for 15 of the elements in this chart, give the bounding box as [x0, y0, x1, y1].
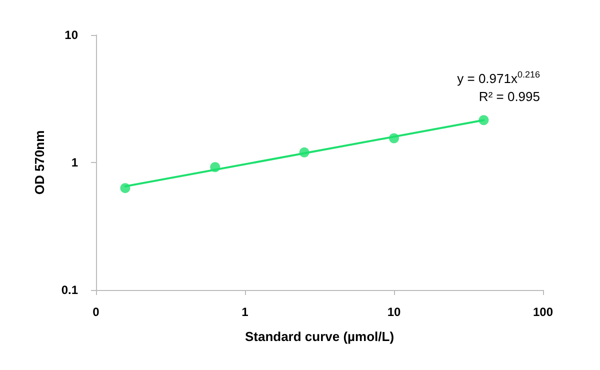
- point: [120, 183, 130, 194]
- y-tick-label: 10: [64, 28, 78, 42]
- point: [478, 115, 489, 126]
- x-tick-label: 0: [92, 305, 100, 319]
- point: [210, 162, 220, 172]
- x-axis-title: Standard curve (µmol/L): [244, 329, 394, 344]
- y-axis-title: OD 570nm: [32, 130, 47, 195]
- point: [389, 133, 399, 144]
- y-tick-label: 1: [71, 156, 78, 170]
- x-tick-label: 10: [387, 305, 401, 319]
- annotation: R² = 0.995: [478, 89, 540, 104]
- y-tick-label: 0.1: [61, 283, 78, 297]
- x-tick-label: 1: [242, 305, 249, 319]
- x-tick-label: 100: [532, 305, 554, 319]
- point: [299, 147, 310, 158]
